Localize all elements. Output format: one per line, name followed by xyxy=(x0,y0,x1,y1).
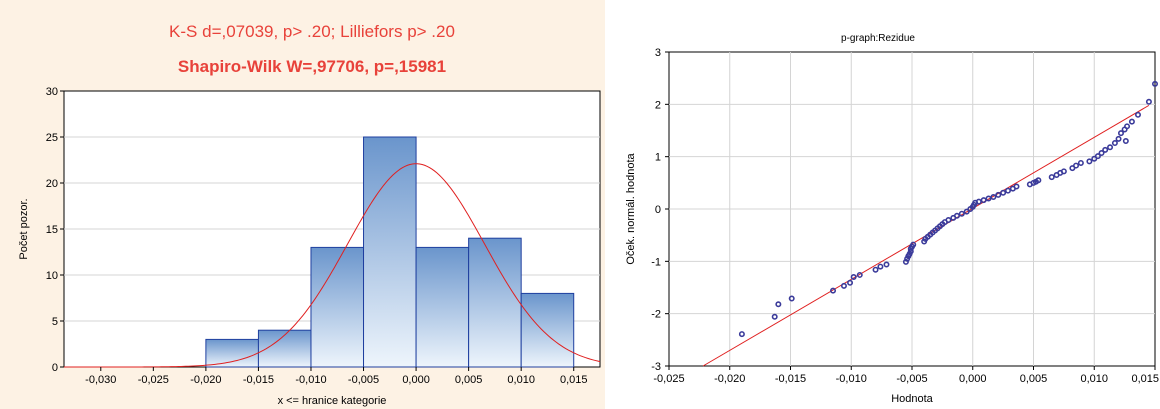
histogram-y-tick-label: 20 xyxy=(46,178,58,190)
probability-plot-point xyxy=(1048,174,1055,181)
probability-plot-point xyxy=(1094,153,1101,160)
histogram-x-tick-label: 0,000 xyxy=(402,374,430,386)
probability-plot-x-tick-label: 0,015 xyxy=(1131,373,1159,385)
probability-plot-point xyxy=(738,331,745,338)
probability-plot-point xyxy=(847,279,854,286)
probability-plot-point xyxy=(995,191,1002,198)
probability-plot-point xyxy=(872,266,879,273)
probability-plot-y-tick-label: -1 xyxy=(651,256,661,268)
histogram-x-tick-label: -0,005 xyxy=(348,374,379,386)
probability-plot-point xyxy=(1000,189,1007,196)
histogram-x-tick-label: -0,010 xyxy=(295,374,326,386)
probability-plot-y-tick-label: 1 xyxy=(655,152,661,164)
histogram-y-tick-label: 15 xyxy=(46,224,58,236)
histogram-y-axis-label: Počet pozor. xyxy=(18,198,30,259)
probability-plot-x-tick-label: -0,020 xyxy=(714,373,745,385)
probability-plot-point xyxy=(1124,123,1131,130)
probability-plot-point xyxy=(883,261,890,268)
histogram-panel: K-S d=,07039, p> .20; Lilliefors p> .20 … xyxy=(0,0,605,409)
histogram-y-tick-label: 25 xyxy=(46,132,58,144)
probability-plot-point xyxy=(1035,177,1042,184)
probability-plot-point xyxy=(1013,183,1020,190)
histogram-bar xyxy=(415,246,470,368)
histogram-x-tick-label: 0,015 xyxy=(560,374,588,386)
histogram-y-tick-label: 10 xyxy=(46,270,58,282)
probability-plot-y-tick-label: 0 xyxy=(655,204,661,216)
histogram-bar xyxy=(468,237,522,368)
probability-plot-point xyxy=(1134,111,1141,118)
probability-plot-title: p-graph:Rezidue xyxy=(841,33,915,44)
probability-plot-x-tick-label: -0,010 xyxy=(836,373,867,385)
probability-plot-point xyxy=(1098,150,1105,157)
histogram-title: K-S d=,07039, p> .20; Lilliefors p> .20 xyxy=(169,22,455,41)
probability-plot-point xyxy=(1111,140,1118,147)
probability-plot-x-axis-label: Hodnota xyxy=(891,393,933,405)
probability-plot-y-tick-label: 3 xyxy=(655,47,661,59)
histogram-y-tick-label: 5 xyxy=(52,316,58,328)
probability-plot-points xyxy=(738,80,1159,338)
histogram-x-tick-label: -0,020 xyxy=(190,374,221,386)
probability-plot-x-tick-label: 0,010 xyxy=(1080,373,1108,385)
probability-plot-y-tick-label: 2 xyxy=(655,99,661,111)
histogram-bar xyxy=(310,246,365,368)
histogram-y-tick-label: 0 xyxy=(52,362,58,374)
probability-plot-axes: -0,025 -0,020 -0,015 -0,010 -0,005 0,000 0,005… xyxy=(651,47,1159,385)
probability-plot-point xyxy=(985,195,992,202)
probability-plot-y-tick-label: -3 xyxy=(651,361,661,373)
histogram-x-tick-label: 0,010 xyxy=(507,374,535,386)
probability-plot-point xyxy=(945,216,952,223)
histogram-y-tick-label: 30 xyxy=(46,86,58,98)
probability-plot-point xyxy=(1107,144,1114,151)
histogram-bars xyxy=(205,136,575,368)
histogram-x-axis-label: x <= hranice kategorie xyxy=(278,395,387,407)
probability-plot-point xyxy=(1073,162,1080,169)
probability-plot-point xyxy=(953,212,960,219)
probability-plot-point xyxy=(856,271,863,278)
probability-plot-point xyxy=(830,287,837,294)
probability-plot-point xyxy=(975,198,982,205)
histogram-axes: -0,030 -0,025 -0,020 -0,015 -0,010 -0,005 0,00… xyxy=(46,86,588,386)
probability-plot-point xyxy=(990,193,997,200)
probability-plot-point xyxy=(775,301,782,308)
probability-plot-point xyxy=(1004,187,1011,194)
histogram-bar xyxy=(520,292,575,368)
histogram-x-tick-label: -0,025 xyxy=(138,374,169,386)
probability-plot-point xyxy=(1077,159,1084,166)
probability-plot-x-tick-label: -0,005 xyxy=(896,373,927,385)
probability-plot-point xyxy=(1122,137,1129,144)
probability-plot-panel: p-graph:Rezidue -0,025 -0,020 -0,015 -0,010… xyxy=(605,0,1160,409)
probability-plot-point xyxy=(958,210,965,217)
probability-plot-point xyxy=(1102,146,1109,153)
histogram-bar xyxy=(205,338,259,368)
histogram-x-tick-label: -0,015 xyxy=(243,374,274,386)
probability-plot-point xyxy=(1086,158,1093,165)
probability-plot-point xyxy=(1152,80,1159,87)
histogram-bar xyxy=(363,136,417,368)
probability-plot-y-axis-label: Oček. normál. hodnota xyxy=(625,152,637,264)
probability-plot-x-tick-label: -0,025 xyxy=(653,373,684,385)
probability-plot-x-tick-label: 0,000 xyxy=(959,373,987,385)
probability-plot-point xyxy=(877,263,884,270)
probability-plot-point xyxy=(1128,118,1135,125)
probability-plot-point xyxy=(1117,130,1124,137)
probability-plot-point xyxy=(850,274,857,281)
normal-curve xyxy=(64,163,601,368)
probability-plot-y-tick-label: -2 xyxy=(651,309,661,321)
probability-plot-point xyxy=(1060,168,1067,175)
probability-plot-x-tick-label: 0,005 xyxy=(1020,373,1048,385)
histogram-subtitle: Shapiro-Wilk W=,97706, p=,15981 xyxy=(178,57,446,76)
probability-plot-point xyxy=(788,295,795,302)
probability-plot-point xyxy=(980,197,987,204)
probability-plot-point xyxy=(771,313,778,320)
histogram-x-tick-label: 0,005 xyxy=(455,374,483,386)
probability-plot-point xyxy=(910,241,917,248)
probability-plot-x-tick-label: -0,015 xyxy=(775,373,806,385)
probability-plot-point xyxy=(840,282,847,289)
probability-plot-point xyxy=(1115,135,1122,142)
histogram-x-tick-label: -0,030 xyxy=(85,374,116,386)
probability-plot-point xyxy=(1145,98,1152,105)
